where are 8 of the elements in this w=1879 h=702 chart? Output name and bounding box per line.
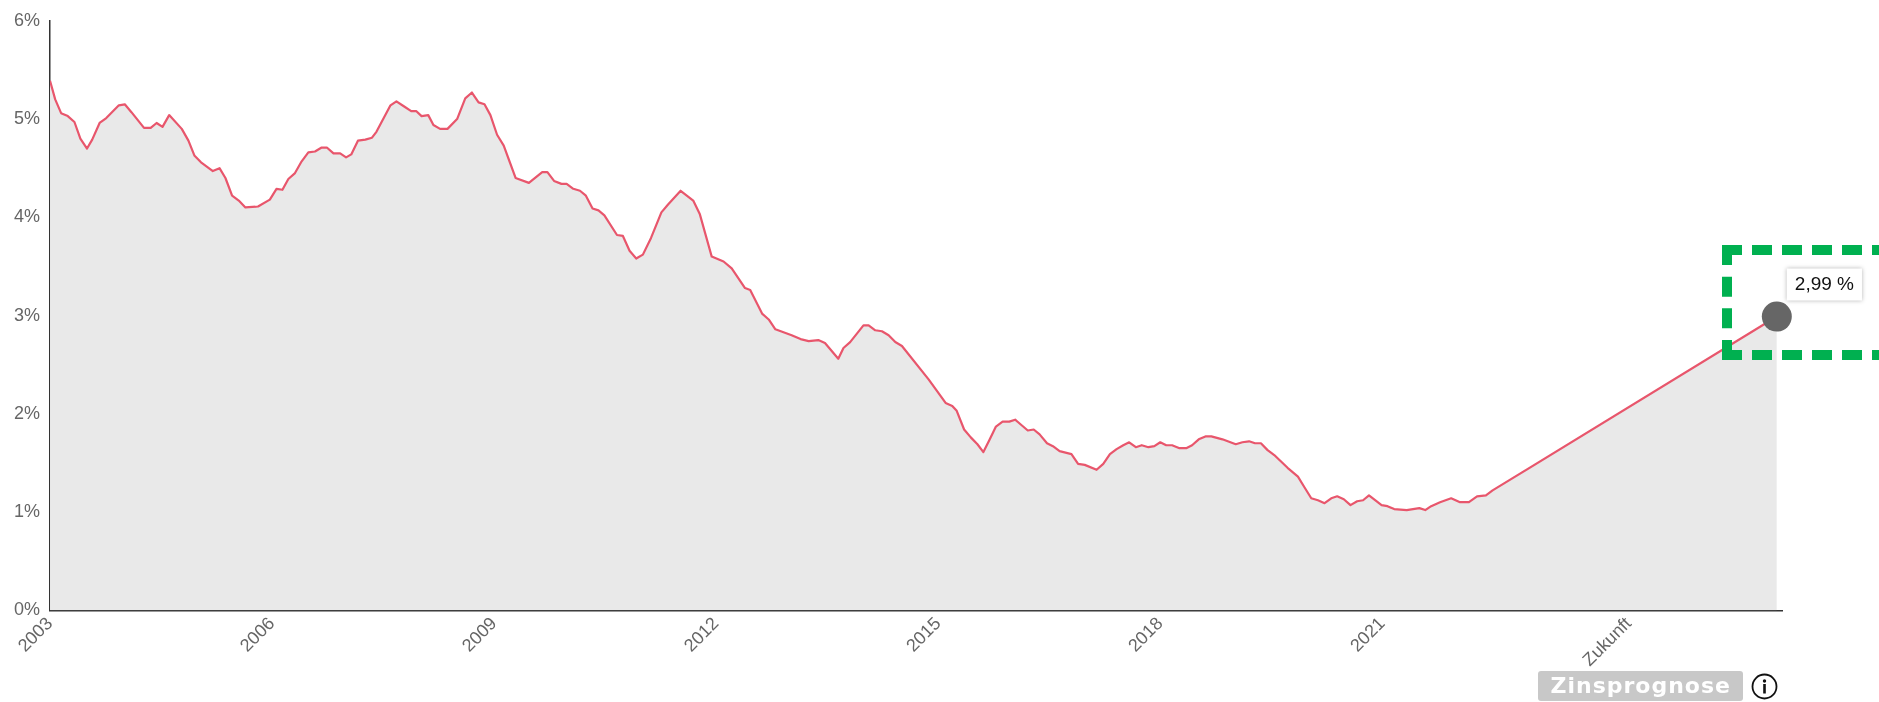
y-tick-label: 5% [14, 108, 41, 129]
annotation: 2,99 % [1794, 272, 1855, 294]
y-tick-label: 0% [14, 599, 41, 620]
y-tick-label: 1% [14, 501, 41, 521]
y-tick-label: 4% [14, 206, 41, 227]
y-tick-label: 3% [14, 304, 41, 325]
y-tick-label: 2% [14, 402, 41, 423]
y-tick-label: 6% [14, 9, 41, 30]
